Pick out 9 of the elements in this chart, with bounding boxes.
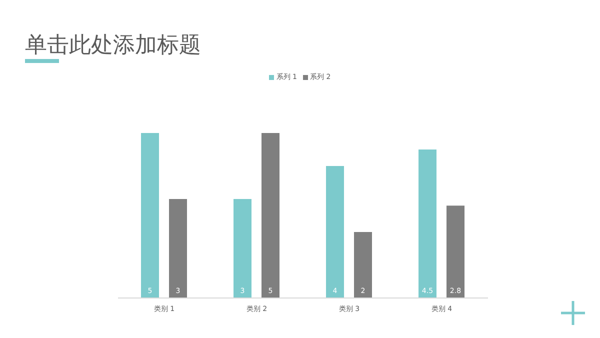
bar xyxy=(141,133,159,298)
bar xyxy=(234,199,252,298)
bar xyxy=(169,199,187,298)
bar xyxy=(418,150,436,298)
bar xyxy=(262,133,280,298)
bar xyxy=(446,206,464,298)
bar xyxy=(326,166,344,298)
bar xyxy=(354,232,372,298)
chart-title: 单击此处添加标题 xyxy=(25,32,201,60)
